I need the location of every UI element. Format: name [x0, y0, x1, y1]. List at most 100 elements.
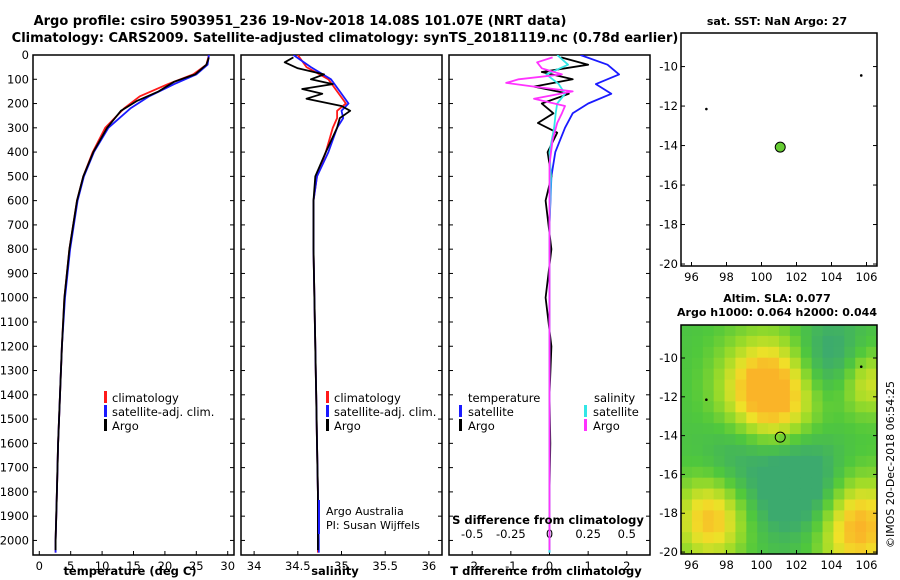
sla-cell — [855, 532, 867, 544]
sla-cell — [724, 390, 737, 402]
sla-cell — [822, 455, 835, 468]
sla-cell — [844, 444, 856, 457]
sla-cell — [789, 357, 802, 370]
x-tick-label: 10 — [95, 559, 110, 573]
depth-tick-label: 800 — [7, 242, 29, 256]
sla-cell — [702, 346, 715, 359]
sla-cell — [702, 444, 715, 457]
sla-cell — [713, 477, 726, 490]
sla-cell — [855, 455, 867, 468]
sla-cell — [833, 488, 845, 501]
sla-cell — [800, 390, 813, 402]
sla-cell — [811, 335, 824, 348]
sla-cell — [811, 401, 824, 413]
temperature-xlabel: temperature (deg C) — [63, 564, 196, 578]
salinity-legend: climatology satellite-adj. clim. Argo Ar… — [318, 391, 436, 534]
sla-cell — [691, 335, 704, 348]
sla-cell — [789, 510, 802, 522]
sla-cell — [746, 477, 758, 490]
sla-cell — [724, 543, 737, 554]
sla-cell — [844, 488, 856, 501]
sla-cell — [800, 477, 813, 490]
sla-cell — [724, 346, 737, 359]
sla-cell — [844, 477, 856, 490]
s-difference-tick-label: 0.25 — [575, 527, 601, 541]
sla-cell — [735, 423, 747, 435]
legend-satellite: satellite-adj. clim. — [334, 405, 436, 419]
sla-cell — [866, 335, 877, 348]
sla-cell — [833, 423, 845, 435]
sla-cell — [713, 444, 726, 457]
sla-cell — [800, 499, 813, 511]
x-tick-label: 2 — [623, 559, 630, 573]
sla-cell — [724, 368, 737, 381]
map-y-tick-label: -20 — [659, 257, 678, 271]
sla-cell — [681, 379, 693, 392]
sla-map-points — [705, 365, 863, 443]
s-difference-tick-label: 0.5 — [618, 527, 636, 541]
legend-argo: Argo — [112, 419, 139, 433]
legend-satellite: satellite-adj. clim. — [112, 405, 214, 419]
sla-cell — [681, 423, 693, 435]
sla-cell — [844, 423, 856, 435]
sla-cell — [822, 412, 835, 424]
difference-legend: temperature satellite Argo salinity sate… — [459, 391, 639, 433]
sla-cell — [724, 477, 737, 490]
series-s-argo — [505, 56, 574, 551]
sla-cell — [735, 401, 747, 413]
sla-cell — [757, 532, 769, 544]
sla-cell — [855, 543, 867, 554]
x-tick-label: 1 — [584, 559, 591, 573]
sla-cell — [844, 499, 856, 511]
sla-cell — [779, 325, 791, 337]
series-argo — [283, 56, 352, 551]
difference-lines — [505, 55, 620, 553]
sla-cell — [811, 466, 824, 479]
sla-cell — [833, 335, 845, 348]
sla-cell — [811, 488, 824, 501]
sla-cell — [822, 532, 835, 544]
sla-cell — [822, 325, 835, 337]
salinity-lines — [283, 55, 352, 553]
sla-cell — [702, 423, 715, 435]
sla-cell — [779, 379, 791, 392]
sla-cell — [681, 346, 693, 359]
sla-cell — [713, 379, 726, 392]
map-y-tick-label: -16 — [659, 178, 678, 192]
sla-cell — [789, 325, 802, 337]
sla-cell — [844, 379, 856, 392]
sla-cell — [691, 477, 704, 490]
sla-cell — [779, 543, 791, 554]
map-x-tick-label: 100 — [751, 558, 773, 572]
sla-cell — [811, 325, 824, 337]
map-x-tick-label: 98 — [719, 270, 734, 284]
sla-cell — [691, 521, 704, 533]
depth-tick-label: 1900 — [0, 509, 29, 523]
sla-cell — [866, 444, 877, 457]
sla-cell — [844, 466, 856, 479]
depth-tick-label: 1600 — [0, 436, 29, 450]
sla-cell — [768, 499, 780, 511]
sla-cell — [768, 335, 780, 348]
x-tick-label: 0 — [36, 559, 43, 573]
sla-cell — [757, 346, 769, 359]
sla-cell — [833, 434, 845, 446]
sla-cell — [844, 401, 856, 413]
sla-cell — [681, 412, 693, 424]
sla-cell — [735, 390, 747, 402]
sla-cell — [844, 325, 856, 337]
sla-cell — [800, 521, 813, 533]
sla-cell — [702, 357, 715, 370]
sla-cell — [735, 532, 747, 544]
sla-cell — [746, 423, 758, 435]
sla-cell — [713, 401, 726, 413]
sla-cell — [724, 455, 737, 468]
sla-cell — [724, 325, 737, 337]
sla-cell — [833, 401, 845, 413]
sla-cell — [855, 444, 867, 457]
map-y-tick-label: -12 — [659, 99, 678, 113]
sla-cell — [691, 510, 704, 522]
sla-cell — [768, 434, 780, 446]
sla-cell — [822, 368, 835, 381]
sla-cell — [789, 335, 802, 348]
